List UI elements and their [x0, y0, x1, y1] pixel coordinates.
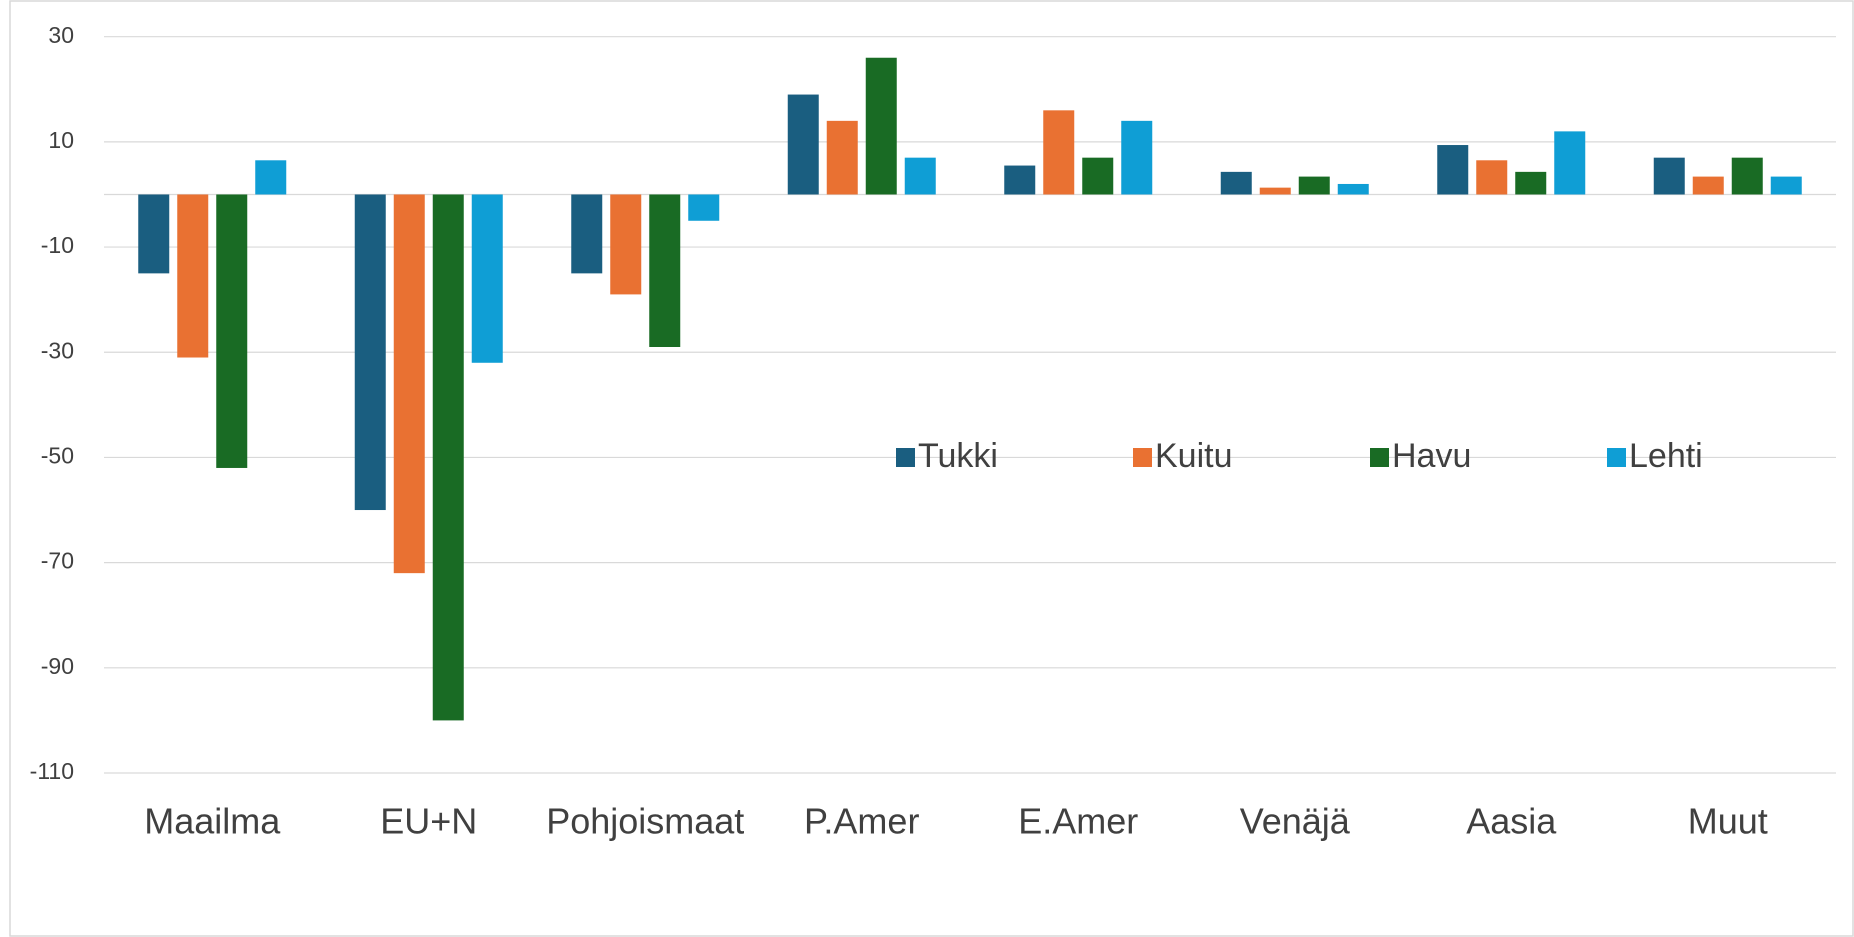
bar — [1121, 120, 1153, 195]
bar — [177, 194, 209, 358]
bar — [1259, 187, 1291, 195]
y-tick-label: 30 — [48, 22, 74, 48]
x-tick-label: P.Amer — [804, 801, 919, 842]
legend-label: Havu — [1392, 437, 1471, 475]
y-tick-label: -70 — [41, 548, 74, 574]
x-tick-label: Venäjä — [1240, 801, 1351, 842]
x-tick-label: E.Amer — [1018, 801, 1138, 842]
y-tick-label: -90 — [41, 653, 74, 679]
legend-swatch — [1370, 448, 1389, 467]
legend-swatch — [1607, 448, 1626, 467]
chart-border — [9, 0, 1854, 937]
bar — [138, 194, 170, 274]
x-tick-label: Muut — [1688, 801, 1768, 842]
bar — [1731, 157, 1763, 195]
x-tick-label: Aasia — [1466, 801, 1557, 842]
legend-swatch — [1133, 448, 1152, 467]
bar — [1692, 176, 1724, 195]
bar — [904, 157, 936, 195]
x-tick-label: Pohjoismaat — [546, 801, 744, 842]
bar — [1554, 131, 1586, 195]
bar — [1043, 110, 1075, 195]
bar — [1298, 176, 1330, 195]
bar — [255, 160, 287, 195]
bar — [354, 194, 386, 511]
bar — [393, 194, 425, 574]
bar — [1437, 145, 1469, 195]
bar — [571, 194, 603, 274]
legend-label: Lehti — [1629, 437, 1703, 475]
bar — [826, 120, 858, 195]
bar — [1653, 157, 1685, 195]
y-tick-label: -110 — [30, 758, 74, 784]
y-tick-label: -50 — [41, 443, 74, 469]
bar — [1220, 171, 1252, 195]
y-tick-label: -10 — [41, 232, 74, 258]
legend-swatch — [896, 448, 915, 467]
bar — [1515, 171, 1547, 195]
bar — [471, 194, 503, 363]
legend-label: Tukki — [918, 437, 998, 475]
bar — [1770, 176, 1802, 195]
bar — [1476, 160, 1508, 195]
legend-label: Kuitu — [1155, 437, 1233, 475]
bar — [1004, 165, 1036, 195]
y-tick-label: -30 — [41, 337, 74, 363]
bar — [216, 194, 248, 468]
bar — [1337, 183, 1369, 195]
bar — [610, 194, 642, 295]
bar — [1082, 157, 1114, 195]
y-tick-label: 10 — [48, 127, 74, 153]
x-tick-label: EU+N — [380, 801, 477, 842]
bar — [432, 194, 464, 721]
bar — [688, 194, 720, 221]
bar — [865, 57, 897, 195]
bar — [787, 94, 819, 195]
x-tick-label: Maailma — [144, 801, 281, 842]
bar — [649, 194, 681, 347]
